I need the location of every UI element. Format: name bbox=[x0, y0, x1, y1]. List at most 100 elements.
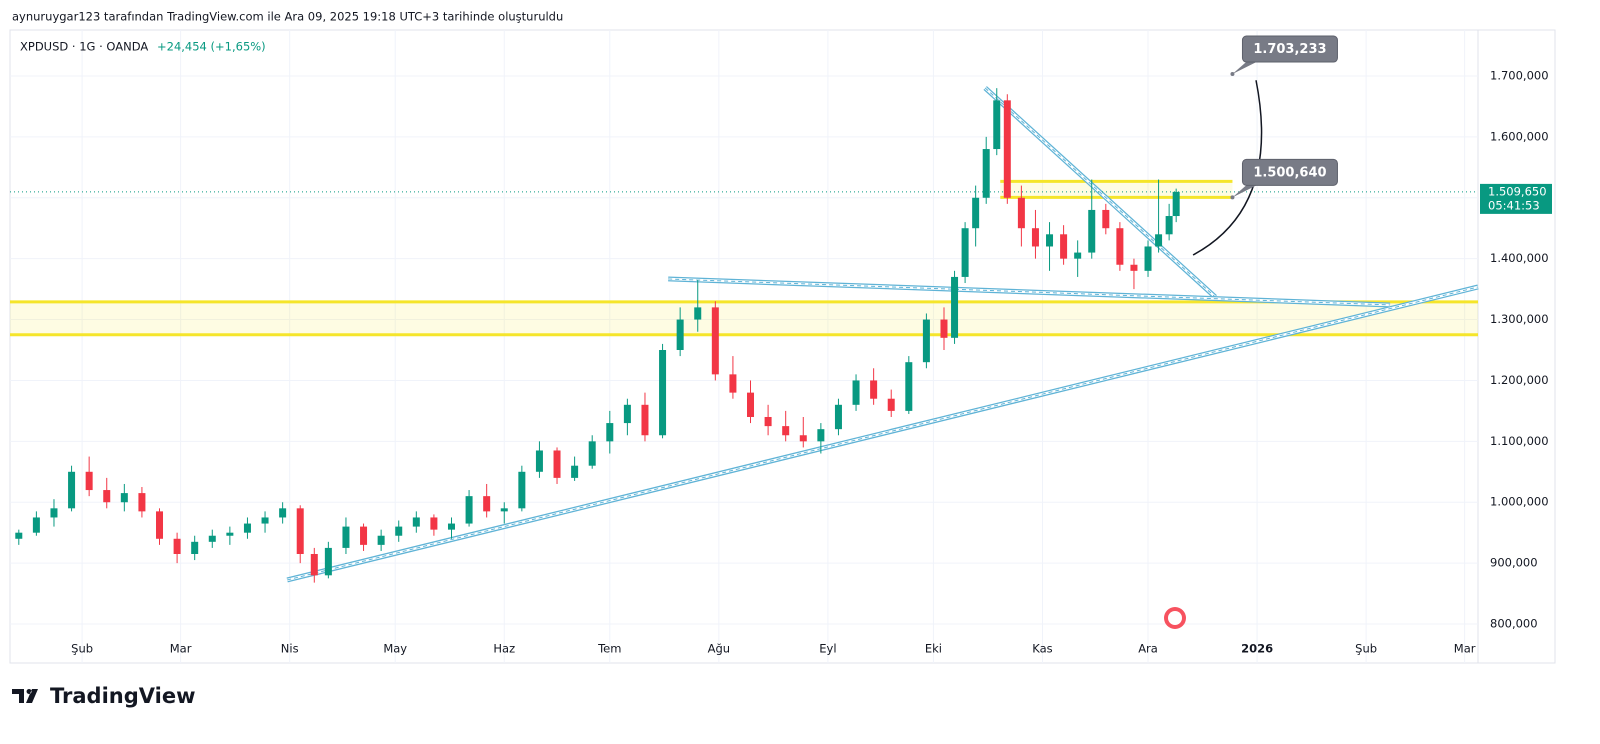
x-tick-label: Şub bbox=[1355, 642, 1377, 656]
candle-body bbox=[659, 350, 667, 436]
x-tick-label: Ağu bbox=[708, 642, 730, 656]
y-tick-label: 1.200,000 bbox=[1490, 373, 1549, 387]
candle-body bbox=[360, 526, 368, 545]
candle-body bbox=[887, 398, 895, 411]
candle-body bbox=[1003, 100, 1011, 198]
candle-body bbox=[535, 450, 543, 472]
x-tick-label: Mar bbox=[170, 642, 192, 656]
change: +24,454 (+1,65%) bbox=[157, 40, 266, 54]
note-box bbox=[1241, 158, 1338, 186]
y-tick-label: 900,000 bbox=[1490, 556, 1538, 570]
candle-body bbox=[961, 228, 969, 277]
candle-body bbox=[261, 517, 269, 524]
candle-body bbox=[191, 541, 199, 554]
zone bbox=[1000, 181, 1233, 198]
logo-icon bbox=[12, 689, 38, 703]
candle-body bbox=[1046, 234, 1054, 247]
candle-body bbox=[430, 517, 438, 530]
x-tick-label: Eki bbox=[925, 642, 942, 656]
candle-body bbox=[1130, 264, 1138, 271]
candle-body bbox=[138, 493, 146, 512]
y-tick-label: 1.400,000 bbox=[1490, 251, 1549, 265]
candle-body bbox=[324, 547, 332, 576]
y-tick-label: 1.300,000 bbox=[1490, 312, 1549, 326]
candle-body bbox=[764, 416, 772, 427]
candle-body bbox=[641, 404, 649, 436]
candle-body bbox=[782, 426, 790, 436]
candle-body bbox=[606, 423, 614, 442]
projection-arc bbox=[1192, 80, 1263, 256]
plot: 800,000 900,000 1.000,000 1.100,000 1.200,00… bbox=[10, 30, 1552, 663]
candle-body bbox=[243, 523, 251, 533]
candle-body bbox=[342, 526, 350, 548]
chart-frame bbox=[9, 29, 1556, 664]
note-label: 1.500,640 bbox=[1253, 165, 1326, 180]
candle-body bbox=[972, 197, 980, 229]
candle-body bbox=[447, 523, 455, 530]
note-box bbox=[1241, 35, 1338, 63]
candle-body bbox=[310, 553, 318, 576]
candle-body bbox=[465, 496, 473, 524]
candle-body bbox=[817, 429, 825, 442]
y-tick-label: 1.000,000 bbox=[1490, 495, 1549, 509]
candle-body bbox=[553, 450, 561, 478]
trendline-dash bbox=[668, 278, 1391, 306]
caption: aynuruygar123 tarafından TradingView.com… bbox=[12, 10, 563, 24]
candle-body bbox=[85, 471, 93, 491]
candle-body bbox=[208, 535, 216, 542]
x-tick-label: Eyl bbox=[819, 642, 836, 656]
candle-body bbox=[1116, 228, 1124, 265]
candle-body bbox=[694, 307, 702, 320]
candle-body bbox=[120, 493, 128, 503]
candle-body bbox=[852, 380, 860, 405]
y-tick-label: 1.700,000 bbox=[1490, 68, 1549, 82]
candle-body bbox=[279, 508, 287, 518]
x-tick-label: Tem bbox=[597, 642, 621, 656]
x-tick-label: May bbox=[383, 642, 407, 656]
y-tick-label: 1.600,000 bbox=[1490, 129, 1549, 143]
candle-body bbox=[1074, 252, 1082, 259]
y-tick-label: 1.100,000 bbox=[1490, 434, 1549, 448]
x-tick-label: Mar bbox=[1454, 642, 1476, 656]
note-label: 1.703,233 bbox=[1253, 42, 1326, 57]
candle-body bbox=[412, 517, 420, 527]
candle-body bbox=[173, 538, 181, 554]
note-anchor bbox=[1230, 72, 1235, 77]
logo: TradingView bbox=[12, 684, 195, 708]
countdown: 05:41:53 bbox=[1488, 198, 1540, 212]
symbol: XPDUSD · 1G · OANDA bbox=[20, 40, 148, 54]
candle-body bbox=[588, 441, 596, 466]
candle-body bbox=[226, 532, 234, 536]
candle-body bbox=[1155, 234, 1163, 247]
candle-body bbox=[296, 508, 304, 554]
x-tick-label: 2026 bbox=[1241, 642, 1273, 656]
candle-body bbox=[15, 532, 23, 539]
trendline-dash bbox=[984, 87, 1216, 298]
candle-body bbox=[623, 404, 631, 424]
note-pointer bbox=[1232, 60, 1261, 75]
candle-body bbox=[870, 380, 878, 399]
candle-body bbox=[518, 471, 526, 509]
event-icon-inner bbox=[1168, 611, 1182, 625]
candle-body bbox=[676, 319, 684, 351]
x-tick-label: Haz bbox=[493, 642, 515, 656]
candle-body bbox=[1031, 228, 1039, 247]
candle-body bbox=[500, 508, 508, 512]
candle-body bbox=[156, 511, 164, 539]
candle-body bbox=[483, 496, 491, 512]
candle-body bbox=[1165, 216, 1173, 235]
last-price-label: 1.509,650 bbox=[1488, 184, 1547, 198]
candle-body bbox=[571, 465, 579, 478]
candle-body bbox=[922, 319, 930, 363]
candle-body bbox=[905, 362, 913, 411]
x-tick-label: Şub bbox=[71, 642, 93, 656]
candle-body bbox=[1017, 197, 1025, 229]
y-tick-label: 800,000 bbox=[1490, 617, 1538, 631]
candle-body bbox=[1088, 209, 1096, 253]
candle-body bbox=[711, 307, 719, 375]
candle-body bbox=[982, 149, 990, 198]
candle-body bbox=[729, 374, 737, 393]
candle-body bbox=[747, 392, 755, 417]
candle-body bbox=[1144, 246, 1152, 271]
